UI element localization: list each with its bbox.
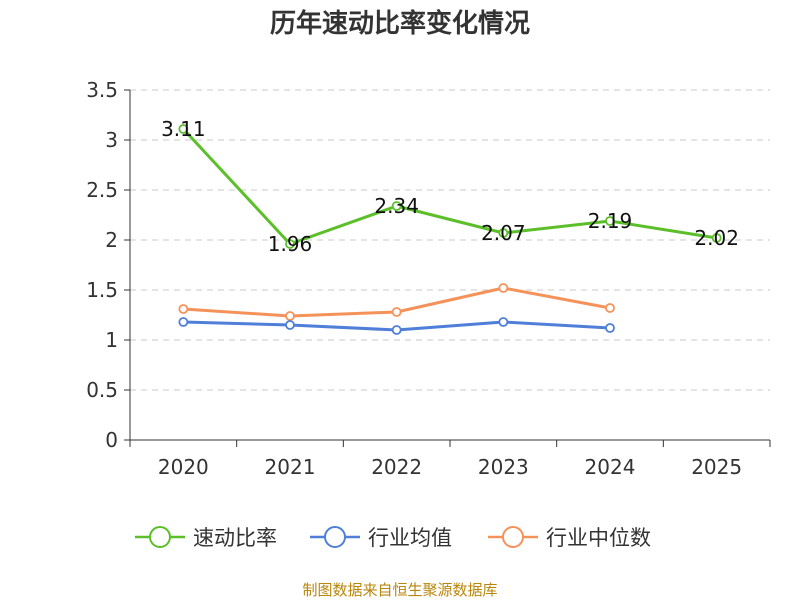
series-2-point (498, 283, 509, 293)
series-0-point (285, 239, 295, 249)
series-2-point (178, 304, 189, 314)
series-line-0 (182, 127, 717, 246)
y-tick-label: 3 (105, 128, 118, 152)
y-tick-label: 3.5 (86, 78, 118, 102)
x-tick-label: 2020 (158, 455, 209, 479)
series-0-point (391, 201, 402, 211)
y-tick-label: 2.5 (86, 178, 118, 202)
legend-item[interactable]: 行业中位数 (488, 526, 651, 550)
x-tick-label: 2025 (691, 455, 742, 479)
data-label: 2.02 (694, 226, 739, 250)
data-labels: 3.11 1.96 2.34 2.07 2.19 2.02 (161, 117, 739, 256)
y-tick-label: 1.5 (86, 278, 118, 302)
series-1-point (605, 323, 615, 333)
data-label: 2.07 (481, 221, 526, 245)
y-tick-label: 2 (105, 228, 118, 252)
source-note: 制图数据来自恒生聚源数据库 (302, 581, 497, 599)
legend-item[interactable]: 速动比率 (135, 526, 277, 550)
series-2-point (605, 303, 615, 313)
x-tick-label: 2024 (585, 455, 636, 479)
legend-item[interactable]: 行业均值 (310, 526, 452, 550)
series-lines (178, 124, 722, 335)
legend-label: 行业中位数 (546, 526, 651, 550)
data-label: 3.11 (161, 117, 206, 141)
legend-marker-icon (324, 526, 346, 548)
series-0-point (711, 233, 722, 243)
axes: 0 0.5 1 1.5 2 2.5 3 3.5 2020 2021 2022 2023 2024 2025 (86, 78, 771, 479)
x-tick-label: 2021 (265, 455, 316, 479)
legend-label: 速动比率 (193, 526, 277, 550)
legend-label: 行业均值 (368, 526, 452, 550)
y-tick-label: 0 (105, 428, 118, 452)
y-tick-label: 0.5 (86, 378, 118, 402)
series-1-point (178, 317, 189, 327)
legend[interactable]: 速动比率 行业均值 行业中位数 (135, 526, 651, 550)
series-1-point (391, 325, 402, 335)
series-1-point (285, 320, 295, 330)
series-0-point (605, 216, 615, 226)
chart-title: 历年速动比率变化情况 (270, 8, 530, 39)
grid-lines (130, 89, 770, 391)
series-0-point (178, 124, 189, 134)
data-label: 2.19 (588, 209, 633, 233)
series-2-point (391, 307, 402, 317)
y-tick-label: 1 (105, 328, 118, 352)
legend-marker-icon (502, 526, 524, 548)
series-0-point (498, 228, 509, 238)
series-2-point (285, 311, 295, 321)
data-label: 1.96 (268, 232, 313, 256)
series-1-point (498, 317, 509, 327)
data-label: 2.34 (374, 194, 419, 218)
x-tick-label: 2022 (371, 455, 422, 479)
x-tick-label: 2023 (478, 455, 529, 479)
legend-marker-icon (149, 526, 171, 548)
